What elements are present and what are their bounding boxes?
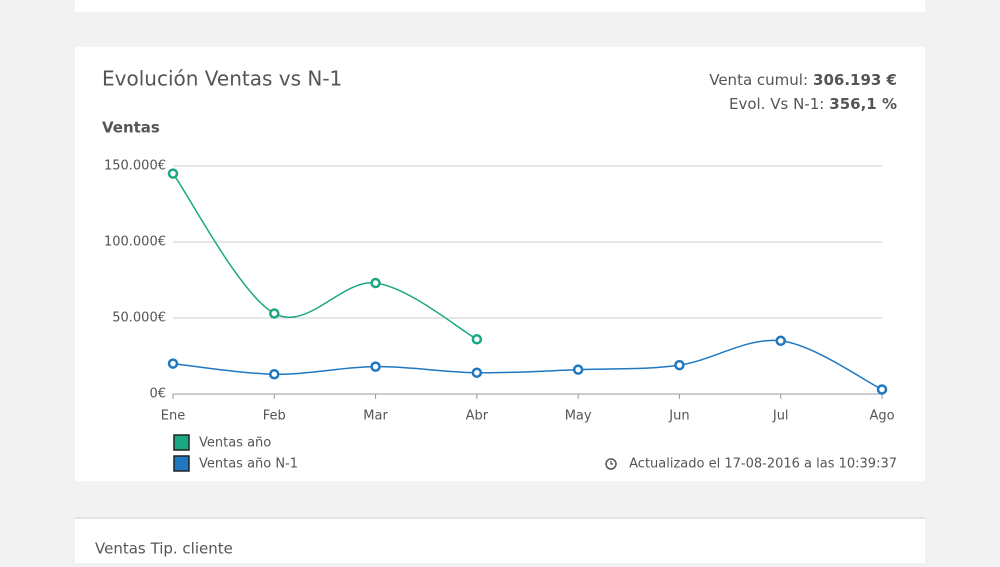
- point: [674, 359, 685, 371]
- venta-label: Venta cumul:: [709, 71, 808, 89]
- point: [167, 168, 179, 179]
- updated: Actualizado el 17-08-2016 a las 10:39:37: [629, 457, 897, 472]
- x-tick-label: Mar: [363, 409, 388, 424]
- chart-title: Ventas: [102, 119, 160, 137]
- chart-card: [75, 47, 925, 481]
- evol-value: 356,1 %: [829, 95, 897, 113]
- point: [269, 368, 280, 380]
- clock-icon: [605, 458, 617, 470]
- x-tick-label: Ene: [161, 409, 185, 424]
- x-tick-label: Ago: [869, 409, 894, 424]
- y-tick-label: 100.000€: [104, 235, 166, 250]
- venta-value: 306.193 €: [813, 71, 897, 89]
- point: [370, 361, 381, 372]
- point: [471, 334, 483, 345]
- legend-swatch: [173, 434, 190, 451]
- card-title: Evolución Ventas vs N-1: [102, 67, 342, 91]
- next-card: [75, 517, 925, 567]
- x-tick-label: Jul: [772, 409, 789, 424]
- point: [370, 277, 381, 289]
- x-tick-label: May: [565, 409, 592, 424]
- point: [269, 308, 280, 319]
- x-tick-label: Abr: [466, 409, 489, 424]
- point: [471, 367, 483, 378]
- legend-label: Ventas año: [199, 436, 271, 451]
- x-tick-label: Feb: [263, 409, 286, 424]
- y-tick-label: 50.000€: [112, 311, 166, 326]
- series-line: [172, 173, 478, 340]
- point: [572, 364, 584, 375]
- series-line: [172, 339, 883, 391]
- point: [775, 335, 786, 347]
- x-tick-label: Jun: [668, 409, 689, 424]
- evol: Evol. Vs N-1: 356,1 %: [729, 95, 897, 113]
- legend-swatch: [173, 455, 190, 472]
- top-card: [75, 0, 925, 12]
- venta-cumul: Venta cumul: 306.193 €: [709, 71, 897, 89]
- y-tick-label: 0€: [149, 387, 166, 402]
- legend-label: Ventas año N-1: [199, 457, 298, 472]
- y-tick-label: 150.000€: [104, 159, 166, 174]
- point: [876, 384, 888, 395]
- point: [167, 358, 179, 369]
- evol-label: Evol. Vs N-1:: [729, 95, 824, 113]
- next-card-title: Ventas Tip. cliente: [95, 540, 233, 558]
